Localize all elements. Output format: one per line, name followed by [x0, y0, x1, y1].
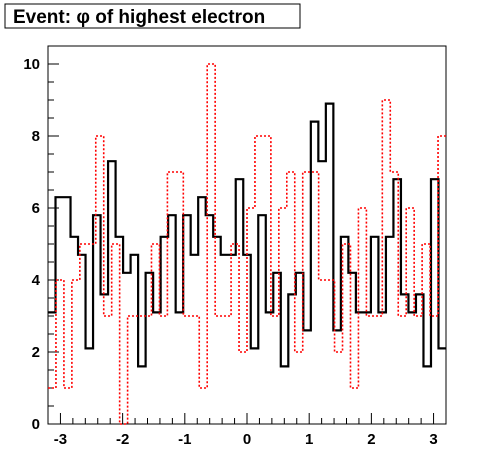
title-text: Event: φ of highest electron: [13, 7, 265, 28]
y-tick-label: 4: [32, 272, 41, 289]
x-axis: -3 -2 -1 0 1 2 3: [47, 413, 438, 448]
x-tick-label: 1: [305, 431, 313, 448]
y-tick-label: 2: [32, 344, 40, 361]
x-tick-label: 2: [367, 431, 375, 448]
x-tick-label: 0: [243, 431, 251, 448]
x-tick-label: -1: [178, 431, 191, 448]
y-tick-label: 6: [32, 200, 40, 217]
y-tick-label: 0: [32, 416, 40, 433]
y-tick-label: 8: [32, 128, 40, 145]
x-tick-label: -2: [116, 431, 129, 448]
x-tick-label: 3: [429, 431, 437, 448]
series-layer: [48, 63, 446, 425]
title-box: [4, 3, 301, 29]
series-1-line: [48, 102, 446, 368]
y-axis: 0 2 4 6 8 10: [23, 45, 59, 433]
x-tick-label: -3: [54, 431, 67, 448]
y-tick-label: 10: [23, 56, 40, 73]
chart-title: Event: φ of highest electron: [4, 3, 301, 29]
